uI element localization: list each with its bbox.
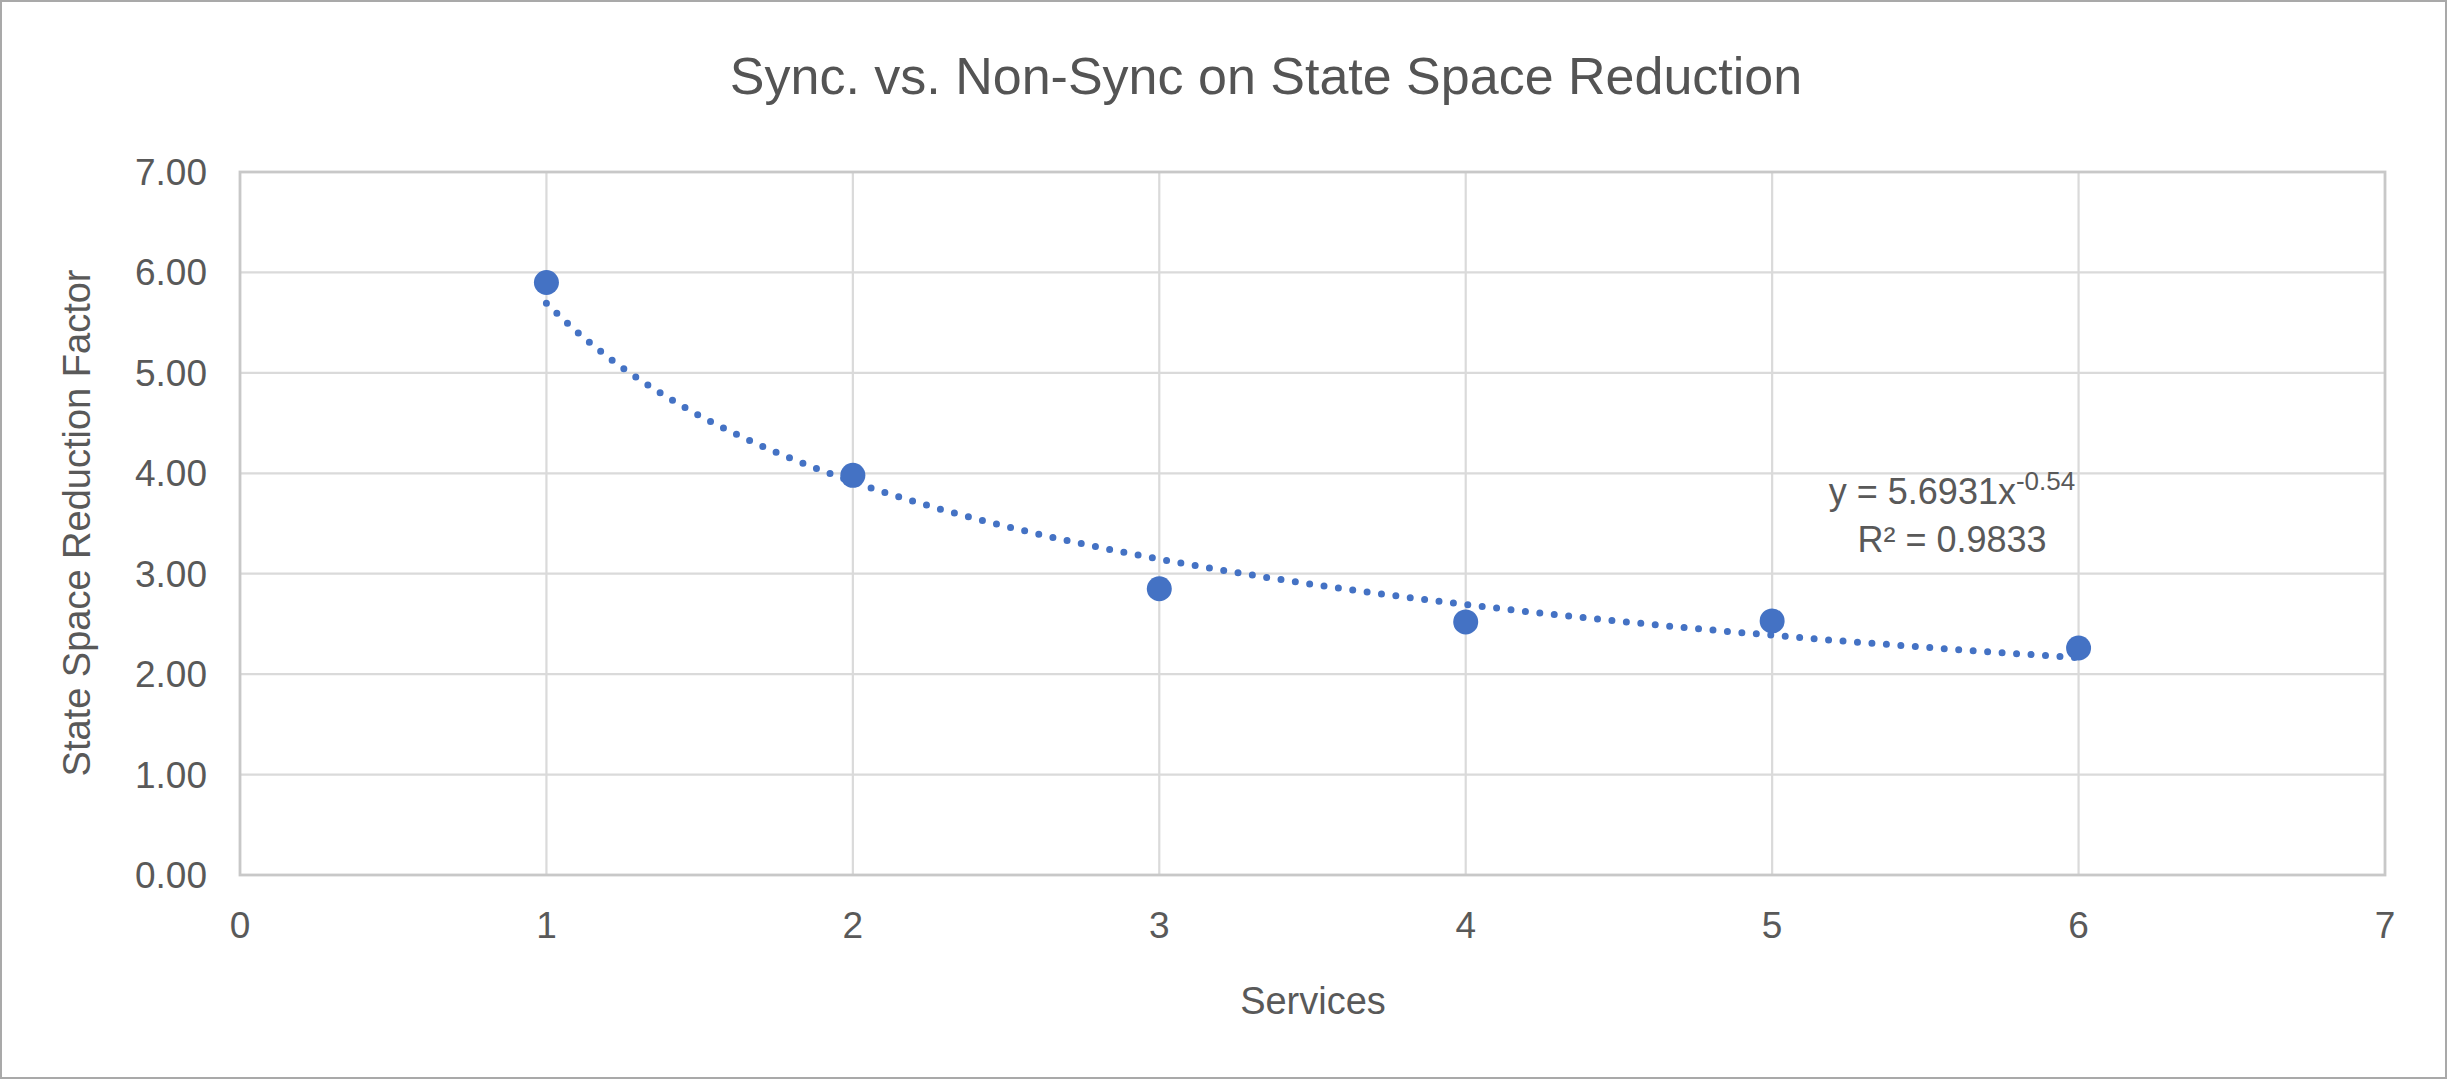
scatter-chart: 0.00 1.00 2.00 3.00 4.00 5.00 6.00 7.00 0 1 2 3 4 5 6…	[2, 2, 2447, 1079]
x-axis-tick-labels: 0 1 2 3 4 5 6 7	[230, 905, 2396, 946]
y-tick-label: 4.00	[135, 453, 207, 494]
y-axis-tick-labels: 0.00 1.00 2.00 3.00 4.00 5.00 6.00 7.00	[135, 152, 207, 896]
trendline-equation-exponent: -0.54	[2016, 466, 2075, 496]
x-tick-label: 4	[1455, 905, 1476, 946]
data-points	[534, 270, 2091, 661]
y-tick-label: 1.00	[135, 755, 207, 796]
y-tick-label: 0.00	[135, 855, 207, 896]
y-tick-label: 6.00	[135, 252, 207, 293]
data-point	[2066, 636, 2091, 661]
y-tick-label: 2.00	[135, 654, 207, 695]
data-point	[1453, 609, 1478, 634]
x-tick-label: 7	[2375, 905, 2396, 946]
y-tick-label: 5.00	[135, 353, 207, 394]
trendline-equation: y = 5.6931x-0.54	[1829, 466, 2075, 512]
trendline-r-squared: R² = 0.9833	[1857, 519, 2046, 560]
x-tick-label: 6	[2068, 905, 2089, 946]
trendline-equation-base: y = 5.6931x	[1829, 471, 2016, 512]
data-point	[534, 270, 559, 295]
data-point	[840, 463, 865, 488]
chart-title: Sync. vs. Non-Sync on State Space Reduct…	[730, 47, 1802, 105]
x-axis-title: Services	[1240, 980, 1386, 1022]
plot-area-frame	[240, 172, 2385, 875]
gridlines	[240, 172, 2385, 875]
data-point	[1760, 608, 1785, 633]
x-tick-label: 3	[1149, 905, 1170, 946]
x-tick-label: 5	[1762, 905, 1783, 946]
chart-container: 0.00 1.00 2.00 3.00 4.00 5.00 6.00 7.00 0 1 2 3 4 5 6…	[0, 0, 2447, 1079]
x-tick-label: 2	[843, 905, 864, 946]
x-tick-label: 0	[230, 905, 251, 946]
x-tick-label: 1	[536, 905, 557, 946]
y-tick-label: 3.00	[135, 554, 207, 595]
data-point	[1147, 576, 1172, 601]
y-tick-label: 7.00	[135, 152, 207, 193]
y-axis-title: State Space Reduction Factor	[56, 269, 98, 776]
